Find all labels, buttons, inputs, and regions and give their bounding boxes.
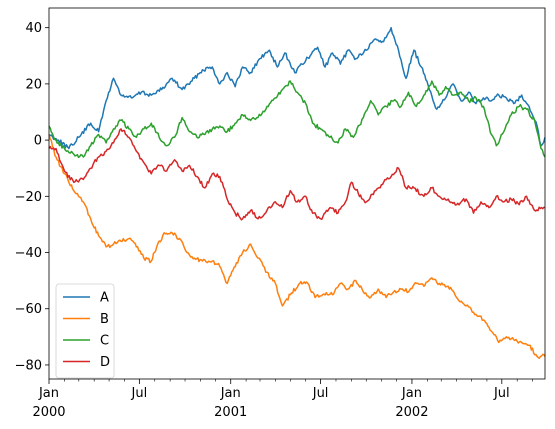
y-tick-label: −80 [15, 358, 42, 373]
y-tick-label: 40 [25, 21, 42, 36]
x-tick-label: Jul [493, 386, 510, 401]
legend-box [55, 283, 115, 379]
series-line-B [48, 134, 546, 360]
axes-layer: 40 20 0 −20 −40 −60 −80 Jan 2000 Jul Jan 2001 Jul Jan… [15, 7, 546, 420]
x-tick-label: Jul [312, 386, 329, 401]
series-layer [48, 26, 546, 360]
y-tick-label: −40 [15, 246, 42, 261]
legend-label-A: A [100, 291, 109, 306]
legend-label-D: D [100, 355, 110, 370]
y-tick-label: 0 [34, 134, 42, 149]
series-line-A [48, 26, 546, 150]
y-tick-label: 20 [25, 77, 42, 92]
legend-label-B: B [100, 312, 109, 327]
x-tick-label: Jan [220, 386, 241, 401]
x-tick-year-label: 2001 [214, 405, 247, 420]
x-tick-year-label: 2000 [32, 405, 65, 420]
x-tick-label: Jul [131, 386, 148, 401]
x-tick-label: Jan [38, 386, 59, 401]
series-line-D [48, 128, 546, 221]
series-line-C [48, 80, 546, 159]
plot-frame [48, 7, 546, 380]
y-tick-label: −60 [15, 302, 42, 317]
x-tick-label: Jan [401, 386, 422, 401]
legend-label-C: C [100, 334, 109, 349]
y-tick-label: −20 [15, 190, 42, 205]
x-tick-year-label: 2002 [395, 405, 428, 420]
